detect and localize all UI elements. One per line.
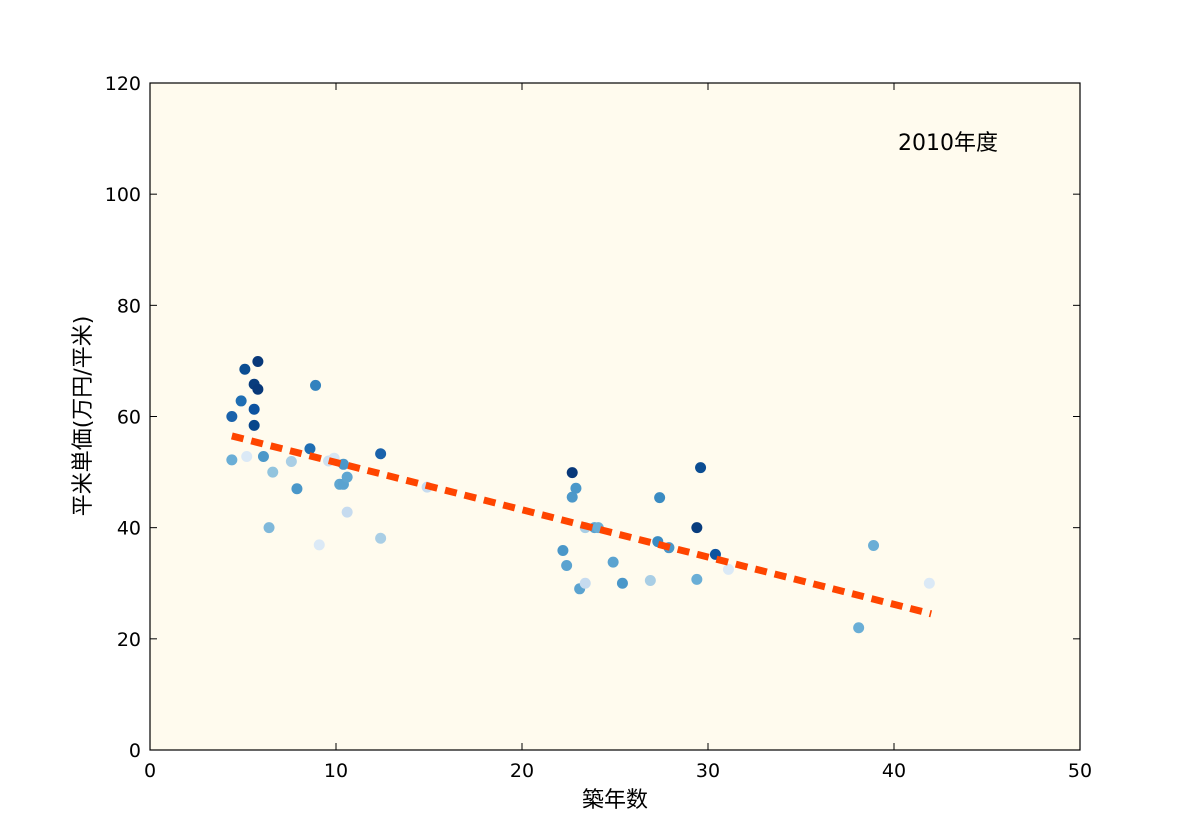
data-point-14	[291, 483, 303, 495]
data-point-15	[304, 443, 316, 455]
data-point-31	[566, 467, 578, 479]
data-point-25	[375, 448, 387, 460]
data-point-12	[267, 466, 279, 478]
data-point-7	[248, 419, 260, 431]
data-point-50	[868, 539, 880, 551]
data-point-46	[695, 462, 707, 474]
data-point-23	[341, 506, 353, 518]
x-tick-label: 30	[696, 760, 720, 782]
axis-ticks: 0 10 20 30 40 50 0 20 40 60 80 100 120	[105, 73, 1092, 782]
y-tick-label: 40	[117, 518, 141, 540]
data-point-6	[248, 403, 260, 415]
y-tick-label: 20	[117, 629, 141, 651]
data-point-16	[310, 379, 322, 391]
y-tick-label: 80	[117, 295, 141, 317]
data-point-44	[691, 522, 703, 534]
data-point-2	[235, 395, 247, 407]
x-tick-label: 40	[882, 760, 906, 782]
data-point-39	[616, 577, 628, 589]
y-axis-label: 平米単価(万円/平米)	[71, 316, 96, 517]
data-point-45	[691, 573, 703, 585]
data-point-13	[285, 456, 297, 468]
data-point-49	[853, 622, 865, 634]
y-tick-label: 100	[105, 184, 141, 206]
marks-layer	[226, 355, 935, 634]
data-point-30	[566, 491, 578, 503]
data-point-11	[263, 522, 275, 534]
data-point-1	[226, 454, 238, 466]
data-point-51	[923, 577, 935, 589]
data-point-17	[313, 539, 325, 551]
data-point-32	[570, 482, 582, 494]
x-tick-label: 20	[510, 760, 534, 782]
data-point-26	[375, 532, 387, 544]
data-point-3	[239, 363, 251, 375]
data-point-9	[252, 355, 264, 367]
annotation-label: 2010年度	[898, 131, 998, 156]
data-point-48	[722, 563, 734, 575]
data-point-38	[607, 556, 619, 568]
y-tick-label: 0	[129, 740, 141, 762]
data-point-29	[561, 559, 573, 571]
plot-background	[150, 83, 1080, 750]
x-tick-label: 50	[1068, 760, 1092, 782]
data-point-35	[579, 577, 591, 589]
y-tick-label: 60	[117, 407, 141, 429]
data-point-10	[257, 451, 269, 463]
data-point-24	[341, 471, 353, 483]
y-tick-label: 120	[105, 73, 141, 95]
data-point-0	[226, 411, 238, 422]
x-tick-label: 10	[324, 760, 348, 782]
trend-line	[230, 432, 933, 618]
trend-layer	[230, 432, 933, 618]
data-point-42	[654, 492, 666, 504]
data-point-28	[557, 544, 569, 556]
x-axis-label: 築年数	[582, 788, 648, 813]
data-point-40	[644, 574, 656, 586]
x-tick-label: 0	[144, 760, 156, 782]
data-point-8	[252, 383, 264, 395]
data-point-4	[241, 451, 253, 463]
